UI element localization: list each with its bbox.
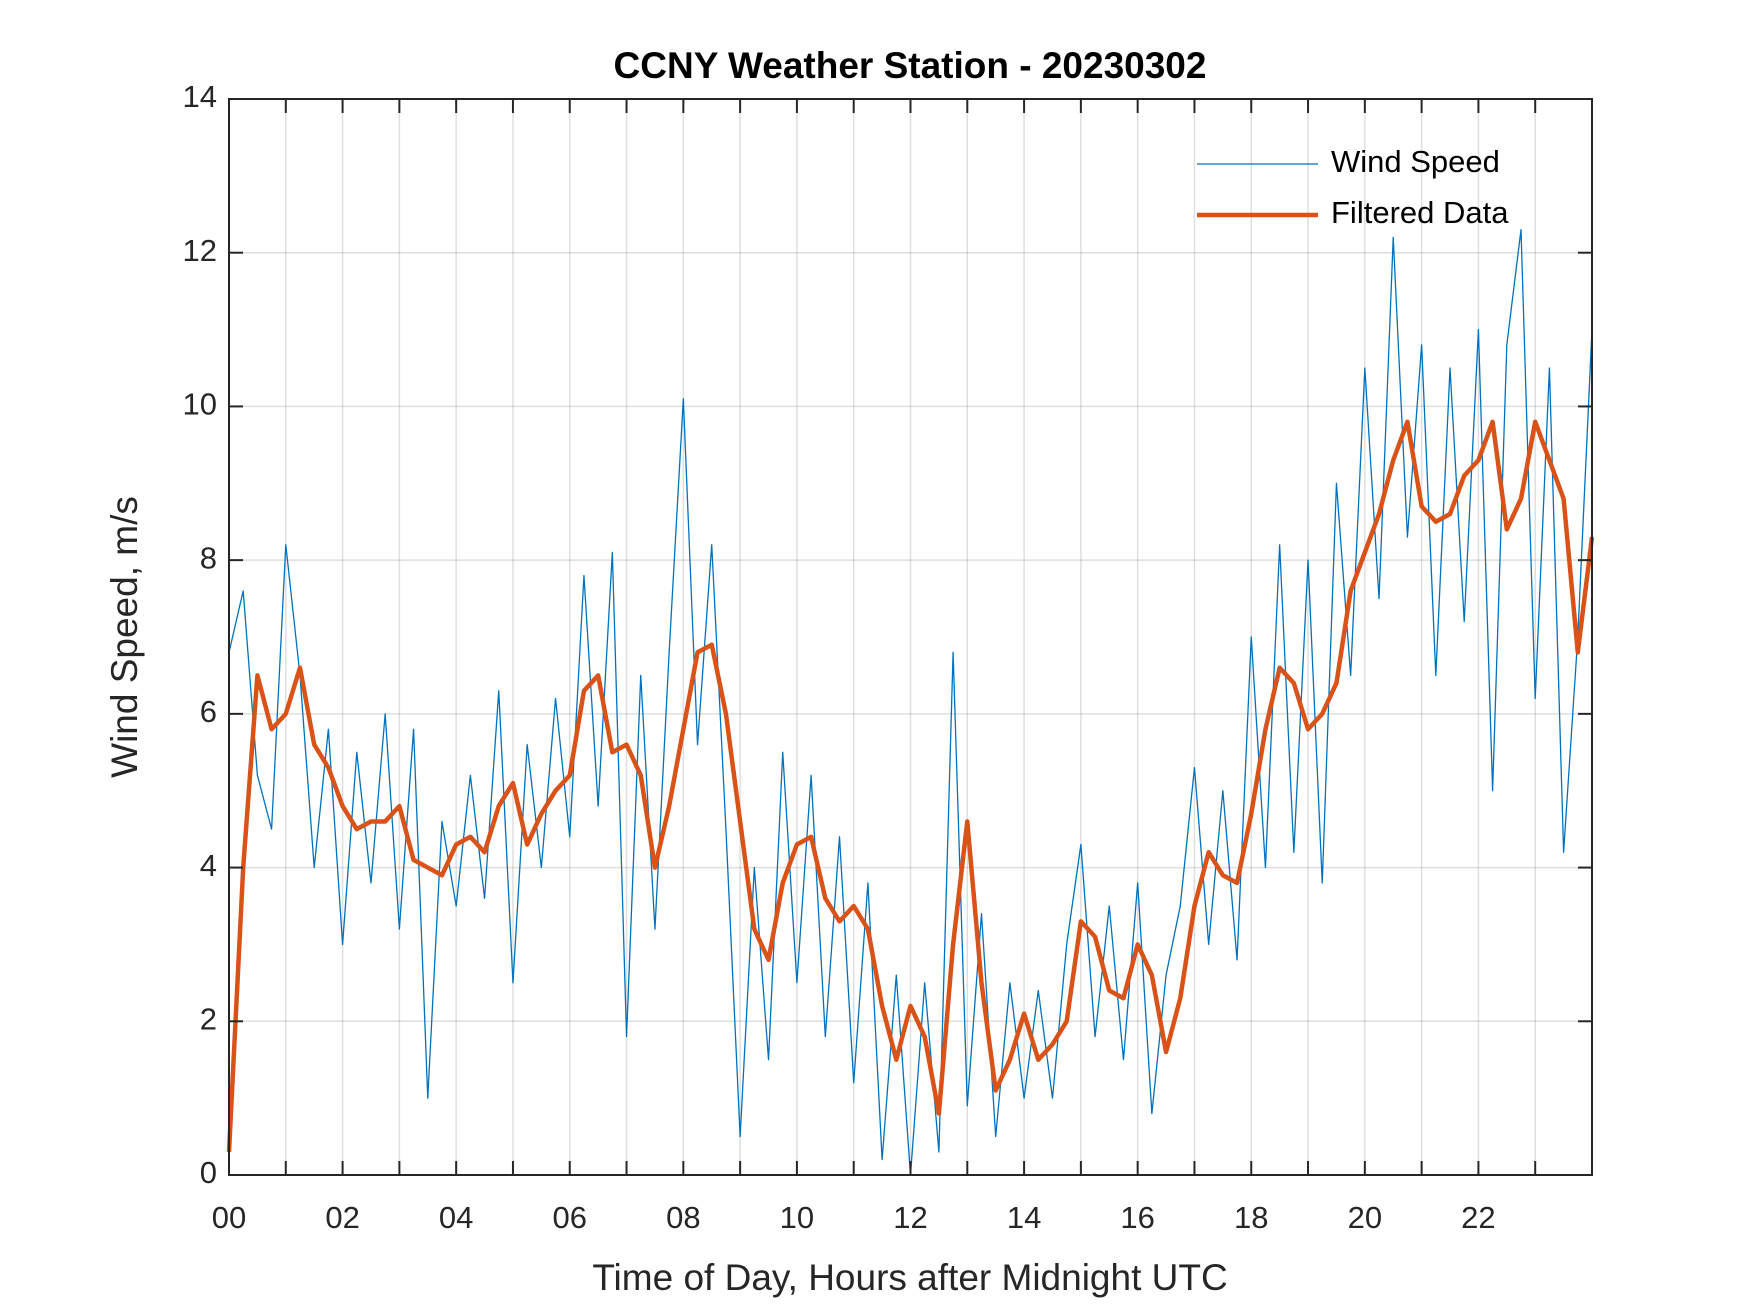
y-tick-label: 4 <box>200 848 217 883</box>
y-tick-label: 2 <box>200 1001 217 1036</box>
x-tick-label: 00 <box>212 1200 246 1235</box>
y-tick-label: 10 <box>183 387 217 422</box>
x-tick-label: 08 <box>666 1200 700 1235</box>
x-tick-label: 06 <box>553 1200 587 1235</box>
x-axis-label: Time of Day, Hours after Midnight UTC <box>592 1257 1227 1298</box>
y-axis-label: Wind Speed, m/s <box>104 496 145 778</box>
x-tick-label: 10 <box>780 1200 814 1235</box>
x-tick-label: 18 <box>1234 1200 1268 1235</box>
legend-label: Filtered Data <box>1331 195 1509 230</box>
x-tick-label: 16 <box>1120 1200 1154 1235</box>
chart-title: CCNY Weather Station - 20230302 <box>614 45 1207 86</box>
series-line <box>226 419 1595 1153</box>
y-tick-label: 12 <box>183 233 217 268</box>
legend: Wind Speed Filtered Data <box>1197 144 1509 230</box>
y-tick-label: 0 <box>200 1155 217 1190</box>
y-tick-label: 8 <box>200 540 217 575</box>
x-tick-label: 14 <box>1007 1200 1041 1235</box>
x-tick-label: 04 <box>439 1200 473 1235</box>
legend-label: Wind Speed <box>1331 144 1500 179</box>
x-tick-label: 12 <box>893 1200 927 1235</box>
x-tick-label: 02 <box>325 1200 359 1235</box>
x-tick-label: 22 <box>1461 1200 1495 1235</box>
y-tick-label: 14 <box>183 79 217 114</box>
y-tick-label: 6 <box>200 694 217 729</box>
x-tick-label: 20 <box>1348 1200 1382 1235</box>
